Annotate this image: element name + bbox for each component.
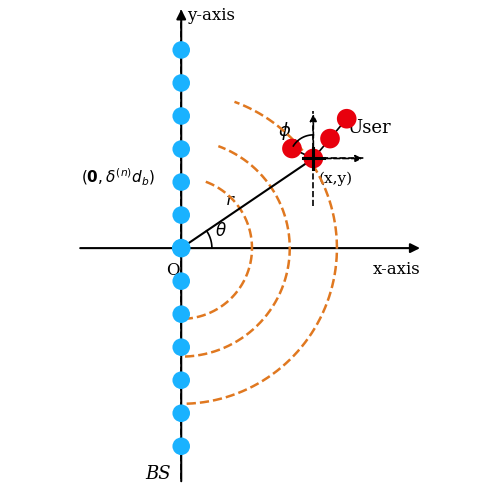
Point (177, 244, 185, 252)
Text: $(\mathbf{0}, \delta^{(n)}d_b)$: $(\mathbf{0}, \delta^{(n)}d_b)$ (81, 167, 155, 188)
Text: User: User (347, 119, 391, 137)
Text: (x,y): (x,y) (319, 172, 353, 186)
Point (177, 343, 185, 351)
Point (177, 376, 185, 384)
Point (177, 310, 185, 318)
Point (177, 277, 185, 285)
Point (309, 154, 318, 162)
Point (177, 79, 185, 87)
Point (343, 115, 351, 122)
Point (177, 145, 185, 153)
Text: $\phi$: $\phi$ (278, 120, 292, 142)
Point (177, 409, 185, 417)
Text: r: r (226, 192, 234, 209)
Text: BS: BS (145, 465, 170, 483)
Point (177, 178, 185, 186)
Point (326, 135, 334, 143)
Point (177, 442, 185, 450)
Point (288, 145, 296, 152)
Text: y-axis: y-axis (187, 6, 235, 24)
Point (177, 112, 185, 120)
Point (177, 46, 185, 54)
Text: O: O (166, 262, 179, 279)
Text: x-axis: x-axis (373, 261, 421, 278)
Point (177, 244, 185, 252)
Text: $\theta$: $\theta$ (215, 221, 227, 240)
Point (177, 211, 185, 219)
